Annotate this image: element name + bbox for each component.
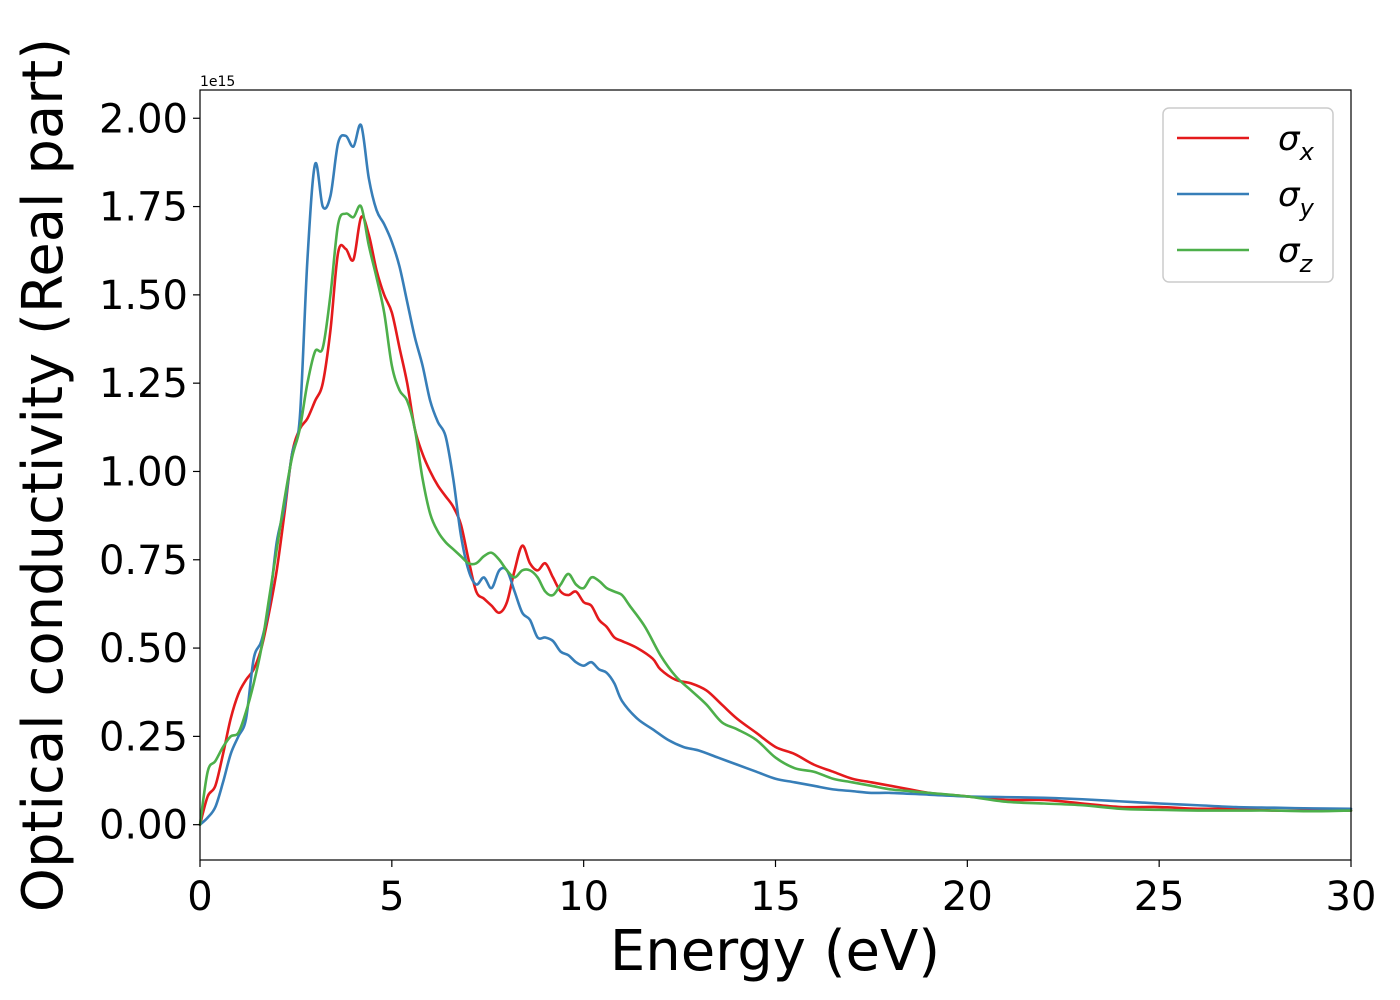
legend-symbol: σ	[1278, 175, 1301, 215]
y-offset-label: 1e15	[200, 74, 235, 90]
x-axis-label: Energy (eV)	[610, 919, 940, 984]
y-axis-label: Optical conductivity (Real part)	[11, 38, 76, 912]
legend-subscript: x	[1299, 138, 1315, 166]
legend-subscript: z	[1299, 250, 1314, 278]
y-ticks: 0.00 0.25 0.50 0.75 1.00 1.25 1.50 1.75 2.00	[99, 96, 200, 849]
x-tick-label: 0	[187, 874, 212, 920]
x-ticks: 0 5 10 15 20 25 30	[187, 860, 1376, 920]
legend-label-x: σx	[1278, 119, 1315, 166]
y-tick-label: 1.25	[99, 361, 188, 407]
legend-subscript: y	[1299, 194, 1315, 222]
x-tick-label: 30	[1326, 874, 1377, 920]
y-tick-label: 0.75	[99, 538, 188, 584]
legend-label-z: σz	[1278, 231, 1314, 278]
series-line-z	[198, 204, 1353, 826]
y-tick-label: 1.00	[99, 449, 188, 495]
y-tick-label: 1.75	[99, 185, 188, 231]
x-tick-label: 15	[750, 874, 801, 920]
series-line-x	[198, 215, 1353, 826]
y-tick-label: 1.50	[99, 273, 188, 319]
x-tick-label: 25	[1134, 874, 1185, 920]
series-line-y	[198, 123, 1353, 826]
legend-symbol: σ	[1278, 119, 1301, 159]
y-tick-label: 0.50	[99, 626, 188, 672]
y-tick-label: 0.25	[99, 714, 188, 760]
legend-symbol: σ	[1278, 231, 1301, 271]
y-tick-label: 0.00	[99, 803, 188, 849]
x-tick-label: 5	[379, 874, 404, 920]
x-tick-label: 20	[942, 874, 993, 920]
y-tick-label: 2.00	[99, 96, 188, 142]
x-tick-label: 10	[558, 874, 609, 920]
series-layer	[198, 123, 1353, 826]
legend-label-y: σy	[1278, 175, 1315, 222]
